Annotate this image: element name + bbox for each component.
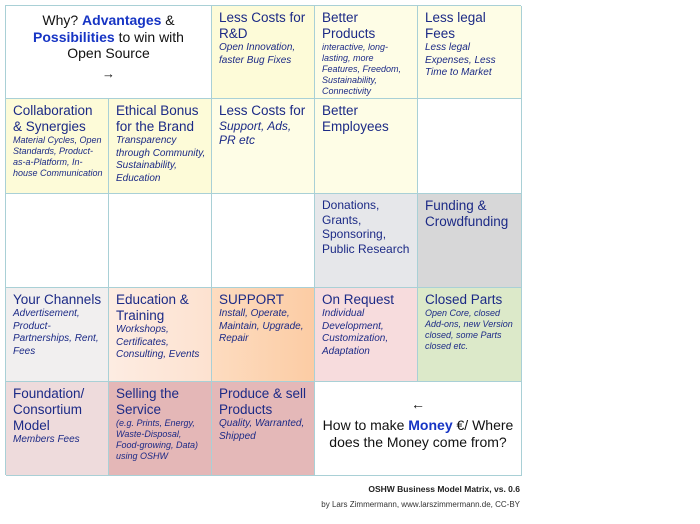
cell-foundation: Foundation/ Consortium Model Members Fees (6, 382, 109, 476)
cell-title: Better Products (322, 10, 376, 41)
cell-less-costs-rd: Less Costs for R&D Open Innovation, faste… (212, 6, 315, 99)
header-mid: & (161, 12, 175, 28)
business-model-matrix: Why? Advantages & Possibilities to win w… (5, 5, 522, 476)
cell-better-employees: Better Employees (315, 99, 418, 194)
footer-title: OSHW Business Model Matrix, vs. 0.6 (368, 484, 520, 494)
cell-empty (6, 194, 109, 288)
cell-sub: Support, Ads, PR etc (219, 119, 292, 147)
cell-on-request: On Request Individual Development, Custom… (315, 288, 418, 382)
cell-title: Less legal Fees (425, 10, 486, 41)
cell-empty (212, 194, 315, 288)
cell-sub: Install, Operate, Maintain, Upgrade, Rep… (219, 308, 304, 344)
cell-sub: Individual Development, Customization, A… (322, 308, 389, 357)
cell-title: Education & Training (116, 292, 189, 323)
cell-sub: Transparency through Community, Sustaina… (116, 135, 206, 184)
cell-title: Funding & Crowdfunding (425, 198, 509, 229)
header-prefix: Why? (42, 12, 83, 28)
cell-sub: Quality, Warranted, Shipped (219, 418, 305, 442)
cell-title: Ethical Bonus for the Brand (116, 103, 199, 134)
header-suffix: to win with Open Source (67, 28, 184, 62)
cell-donations: Donations, Grants, Sponsoring, Public Re… (315, 194, 418, 288)
arrow-left-icon: ← (411, 396, 425, 412)
arrow-right-icon: → (102, 65, 115, 81)
cell-less-legal-fees: Less legal Fees Less legal Expenses, Less… (418, 6, 522, 99)
cell-sub: (e.g. Prints, Energy, Waste-Disposal, Fo… (116, 418, 199, 461)
cell-title: Selling the Service (116, 386, 180, 417)
cell-sub: Material Cycles, Open Standards, Product… (13, 135, 103, 178)
cell-produce-sell: Produce & sell Products Quality, Warrante… (212, 382, 315, 476)
header-advantages: Advantages (82, 12, 162, 28)
cell-title: Donations, Grants, Sponsoring, Public Re… (322, 198, 410, 256)
header-possibilities: Possibilities (33, 28, 115, 45)
cell-title: Produce & sell Products (219, 386, 307, 417)
cell-sub: Less legal Expenses, Less Time to Market (425, 42, 496, 78)
cell-better-products: Better Products interactive, long-lasting… (315, 6, 418, 99)
cell-sub: Workshops, Certificates, Consulting, Eve… (116, 324, 200, 360)
cell-empty (418, 99, 522, 194)
cell-sub: Open Innovation, faster Bug Fixes (219, 42, 296, 66)
money-suffix: €/ Where does the Money come from? (329, 417, 514, 450)
cell-selling-service: Selling the Service (e.g. Prints, Energy,… (109, 382, 212, 476)
money-highlight: Money (408, 417, 453, 433)
cell-title: Foundation/ Consortium Model (13, 386, 85, 433)
cell-education-training: Education & Training Workshops, Certifica… (109, 288, 212, 382)
cell-title: Your Channels (13, 292, 102, 307)
cell-title: Less Costs for R&D (219, 10, 306, 41)
money-header-cell: ← How to make Money €/ Where does the Mo… (315, 382, 522, 476)
cell-title: Better Employees (322, 103, 389, 134)
cell-title: Collaboration & Synergies (13, 103, 93, 134)
cell-closed-parts: Closed Parts Open Core, closed Add-ons, n… (418, 288, 522, 382)
cell-funding: Funding & Crowdfunding (418, 194, 522, 288)
cell-empty (109, 194, 212, 288)
cell-ethical-bonus: Ethical Bonus for the Brand Transparency … (109, 99, 212, 194)
cell-sub: Advertisement, Product-Partnerships, Ren… (13, 308, 99, 357)
cell-collaboration: Collaboration & Synergies Material Cycles… (6, 99, 109, 194)
advantages-header-cell: Why? Advantages & Possibilities to win w… (6, 6, 212, 99)
cell-title: Less Costs for (219, 103, 306, 118)
cell-sub: Members Fees (13, 434, 80, 445)
footer-credit: by Lars Zimmermann, www.larszimmermann.d… (321, 500, 520, 509)
cell-support: SUPPORT Install, Operate, Maintain, Upgra… (212, 288, 315, 382)
cell-title: SUPPORT (219, 292, 285, 307)
cell-title: On Request (322, 292, 395, 307)
cell-title: Closed Parts (425, 292, 503, 307)
cell-sub: Open Core, closed Add-ons, new Version c… (425, 308, 513, 351)
money-prefix: How to make (322, 417, 409, 433)
cell-sub: interactive, long-lasting, more Features… (322, 42, 402, 96)
cell-your-channels: Your Channels Advertisement, Product-Part… (6, 288, 109, 382)
cell-less-costs-support: Less Costs for Support, Ads, PR etc (212, 99, 315, 194)
